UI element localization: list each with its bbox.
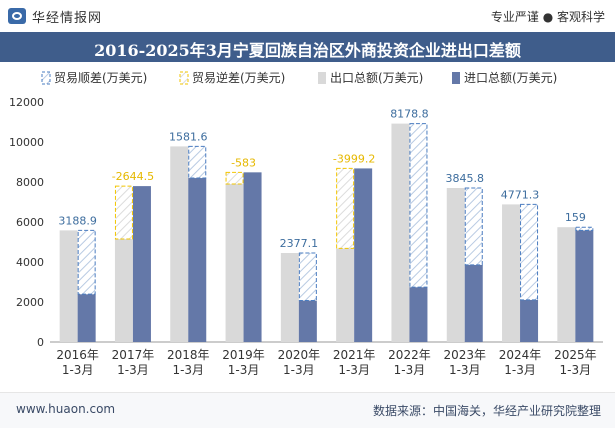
top-bar: 华经情报网 专业严谨 ● 客观科学 xyxy=(0,0,615,32)
chart-area: 贸易顺差(万美元) 贸易逆差(万美元) 出口总额(万美元) 进口总额(万美元) 0 20… xyxy=(9,70,603,377)
export-bar xyxy=(280,253,299,342)
data-label: 3845.8 xyxy=(446,172,485,185)
logo-icon xyxy=(8,8,26,24)
deficit-bar xyxy=(336,167,355,249)
x-tick-label: 2019年 xyxy=(222,348,265,362)
import-bar xyxy=(409,287,428,342)
import-bar xyxy=(354,168,373,342)
deficit-bar xyxy=(225,171,244,185)
legend-label: 进口总额(万美元) xyxy=(464,71,557,85)
import-bar xyxy=(464,264,483,342)
legend-swatch xyxy=(318,72,326,84)
legend-swatch xyxy=(179,71,189,85)
x-tick-label: 1-3月 xyxy=(338,363,370,377)
bars xyxy=(59,123,594,342)
x-tick-label: 1-3月 xyxy=(504,363,536,377)
legend-label: 贸易逆差(万美元) xyxy=(192,70,285,85)
import-bar xyxy=(298,300,317,342)
export-bar xyxy=(557,227,576,342)
x-tick-label: 1-3月 xyxy=(62,363,94,377)
data-label: -3999.2 xyxy=(333,152,375,165)
data-labels: 3188.9 -2644.5 1581.6 -583 2377.1 -3999.2 8178… xyxy=(58,108,585,250)
legend-label: 贸易顺差(万美元) xyxy=(54,71,147,85)
legend-label: 出口总额(万美元) xyxy=(330,71,423,85)
data-label: -2644.5 xyxy=(112,170,154,183)
surplus-bar xyxy=(464,187,483,266)
chart-title: 2016-2025年3月宁夏回族自治区外商投资企业进出口差额 xyxy=(94,41,521,60)
x-tick-label: 2021年 xyxy=(333,348,376,362)
export-bar xyxy=(114,239,133,342)
legend-swatch xyxy=(452,72,460,84)
y-tick-label: 2000 xyxy=(16,296,44,309)
data-label: 159 xyxy=(565,211,586,224)
surplus-bar xyxy=(575,226,594,231)
export-bar xyxy=(59,230,78,342)
surplus-bar xyxy=(77,229,96,295)
legend-item: 出口总额(万美元) xyxy=(318,71,423,85)
x-tick-label: 2025年 xyxy=(554,348,597,362)
data-label: -583 xyxy=(231,156,256,169)
brand-name: 华经情报网 xyxy=(32,11,103,26)
data-source: 数据来源：中国海关，华经产业研究院整理 xyxy=(372,404,601,418)
export-bar xyxy=(336,248,355,342)
surplus-bar xyxy=(188,145,207,179)
data-label: 8178.8 xyxy=(390,108,429,121)
data-label: 3188.9 xyxy=(58,214,97,227)
data-label: 2377.1 xyxy=(280,237,319,250)
x-tick-label: 2022年 xyxy=(388,348,431,362)
import-bar xyxy=(243,172,262,342)
surplus-bar xyxy=(520,203,539,301)
x-tick-label: 1-3月 xyxy=(449,363,481,377)
x-tick-label: 2017年 xyxy=(112,348,155,362)
footer: www.huaon.com 数据来源：中国海关，华经产业研究院整理 xyxy=(0,392,615,428)
legend-item: 贸易逆差(万美元) xyxy=(179,70,285,85)
x-tick-label: 1-3月 xyxy=(228,363,260,377)
export-bar xyxy=(170,146,189,342)
legend: 贸易顺差(万美元) 贸易逆差(万美元) 出口总额(万美元) 进口总额(万美元) xyxy=(41,70,557,85)
x-tick-label: 2018年 xyxy=(167,348,210,362)
import-bar xyxy=(575,230,594,342)
y-tick-label: 10000 xyxy=(9,136,44,149)
y-tick-label: 0 xyxy=(37,336,44,349)
data-label: 1581.6 xyxy=(169,130,208,143)
legend-item: 贸易顺差(万美元) xyxy=(41,71,147,85)
x-tick-label: 1-3月 xyxy=(172,363,204,377)
export-bar xyxy=(502,204,521,342)
x-tick-label: 1-3月 xyxy=(283,363,315,377)
surplus-bar xyxy=(298,252,317,302)
data-label: 4771.3 xyxy=(501,188,540,201)
y-tick-label: 4000 xyxy=(16,256,44,269)
y-tick-label: 12000 xyxy=(9,96,44,109)
import-bar xyxy=(77,294,96,342)
x-tick-label: 2023年 xyxy=(443,348,486,362)
export-bar xyxy=(446,188,465,342)
x-tick-label: 1-3月 xyxy=(560,363,592,377)
x-tick-labels: 2016年1-3月2017年1-3月2018年1-3月2019年1-3月2020… xyxy=(56,348,596,377)
x-tick-label: 2024年 xyxy=(499,348,542,362)
y-tick-label: 8000 xyxy=(16,176,44,189)
y-tick-label: 6000 xyxy=(16,216,44,229)
x-tick-label: 2020年 xyxy=(278,348,321,362)
legend-swatch xyxy=(41,71,51,85)
website-link[interactable]: www.huaon.com xyxy=(16,402,116,416)
legend-item: 进口总额(万美元) xyxy=(452,71,557,85)
x-tick-label: 2016年 xyxy=(56,348,99,362)
import-bar xyxy=(188,178,207,342)
slogan: 专业严谨 ● 客观科学 xyxy=(490,10,605,24)
export-bar xyxy=(225,184,244,342)
x-tick-label: 1-3月 xyxy=(394,363,426,377)
surplus-bar xyxy=(409,123,428,288)
import-bar xyxy=(132,186,151,342)
deficit-bar xyxy=(114,185,133,240)
title-bar: 2016-2025年3月宁夏回族自治区外商投资企业进出口差额 xyxy=(0,32,615,62)
export-bar xyxy=(391,123,410,342)
x-tick-label: 1-3月 xyxy=(117,363,149,377)
import-bar xyxy=(520,299,539,342)
